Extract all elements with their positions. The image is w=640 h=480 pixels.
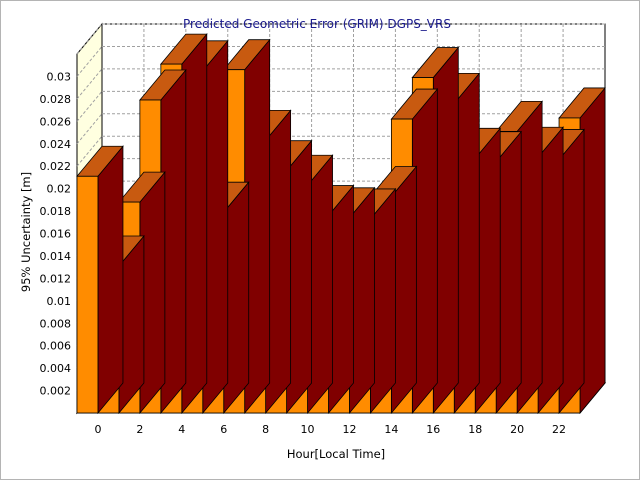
y-tick-label: 0.004 — [40, 362, 72, 375]
bar-front — [76, 175, 99, 414]
gridline-wall — [76, 90, 103, 122]
y-tick-label: 0.018 — [40, 205, 72, 218]
x-tick-label: 22 — [552, 423, 566, 436]
y-tick-label: 0.012 — [40, 272, 72, 285]
x-tick-label: 10 — [301, 423, 315, 436]
y-tick-labels: 0.002 0.004 0.006 0.008 0.01 0.012 0.014 0.016 0… — [40, 70, 72, 397]
gridline-wall — [76, 68, 103, 100]
y-axis-label: 95% Uncertainty [m] — [19, 172, 33, 292]
y-tick-label: 0.01 — [47, 295, 72, 308]
bar-side — [97, 145, 124, 415]
y-tick-label: 0.022 — [40, 160, 72, 173]
y-tick-label: 0.008 — [40, 317, 72, 330]
chart-title: Predicted Geometric Error (GRIM) DGPS_VR… — [183, 17, 451, 31]
y-tick-label: 0.02 — [47, 183, 72, 196]
x-tick-label: 12 — [342, 423, 356, 436]
gridline-wall — [76, 23, 103, 55]
y-tick-label: 0.006 — [40, 340, 72, 353]
y-tick-label: 0.026 — [40, 115, 72, 128]
x-tick-label: 18 — [468, 423, 482, 436]
x-axis-label: Hour[Local Time] — [287, 447, 385, 461]
x-tick-label: 14 — [384, 423, 398, 436]
x-tick-label: 20 — [510, 423, 524, 436]
bar — [76, 145, 124, 415]
x-tick-label: 4 — [178, 423, 185, 436]
gridline-wall — [76, 113, 103, 145]
x-tick-label: 8 — [262, 423, 269, 436]
x-tick-label: 16 — [426, 423, 440, 436]
y-tick-label: 0.024 — [40, 138, 72, 151]
gridline-wall — [76, 135, 103, 167]
y-tick-label: 0.028 — [40, 93, 72, 106]
chart-bars — [76, 32, 606, 415]
y-tick-label: 0.014 — [40, 250, 72, 263]
y-tick-label: 0.016 — [40, 228, 72, 241]
gridline-wall — [76, 46, 103, 77]
y-tick-label: 0.03 — [47, 70, 72, 83]
x-tick-label: 0 — [94, 423, 101, 436]
x-tick-label: 6 — [220, 423, 227, 436]
x-tick-labels: 0 2 4 6 8 10 12 14 16 18 20 22 — [94, 423, 566, 436]
y-tick-label: 0.002 — [40, 385, 72, 398]
x-tick-label: 2 — [136, 423, 143, 436]
